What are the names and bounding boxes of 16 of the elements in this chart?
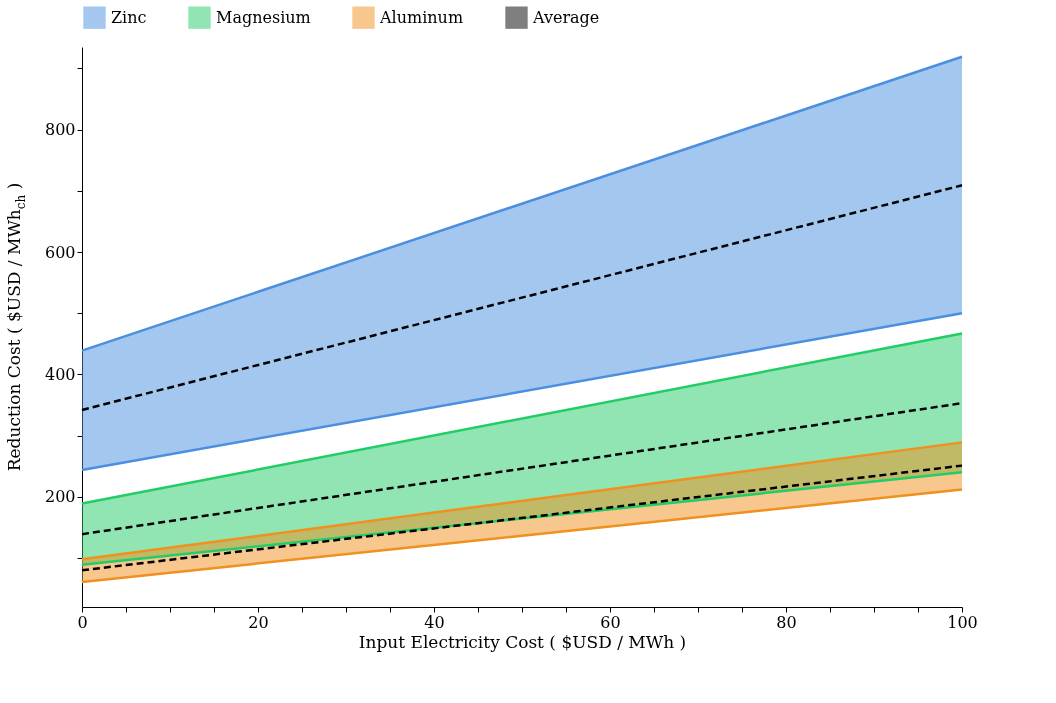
- y-tick-label: 600: [44, 242, 76, 262]
- x-tick-label: 60: [600, 612, 621, 632]
- legend-label: Zinc: [111, 7, 147, 27]
- x-tick-label: 20: [248, 612, 269, 632]
- y-tick-label: 200: [44, 487, 76, 507]
- legend-label: Average: [532, 7, 600, 27]
- x-tick-label: 0: [77, 612, 88, 632]
- legend-label: Magnesium: [216, 7, 311, 27]
- legend-label: Aluminum: [379, 7, 464, 27]
- x-tick-label: 80: [776, 612, 797, 632]
- x-tick-label: 40: [424, 612, 445, 632]
- x-axis-title: Input Electricity Cost ( $USD / MWh ): [358, 631, 687, 652]
- y-tick-label: 800: [44, 120, 76, 140]
- y-axis-title: Reduction Cost ( $USD / MWhch ): [4, 182, 28, 472]
- y-tick-label: 400: [44, 364, 76, 384]
- x-tick-label: 100: [947, 612, 978, 632]
